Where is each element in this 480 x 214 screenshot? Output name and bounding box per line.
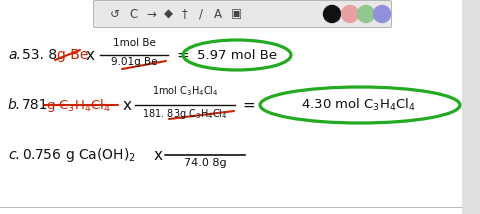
- Text: 1mol C$_3$H$_4$Cl$_4$: 1mol C$_3$H$_4$Cl$_4$: [152, 84, 218, 98]
- Text: †: †: [182, 7, 188, 21]
- Text: ▣: ▣: [230, 7, 241, 21]
- Text: ◆: ◆: [164, 7, 172, 21]
- Text: b.: b.: [8, 98, 21, 112]
- Text: 74.0 8g: 74.0 8g: [184, 158, 226, 168]
- Text: 781: 781: [22, 98, 48, 112]
- FancyBboxPatch shape: [94, 0, 392, 28]
- Text: 0.756 g Ca(OH)$_2$: 0.756 g Ca(OH)$_2$: [22, 146, 136, 164]
- Circle shape: [358, 6, 374, 22]
- Text: C: C: [129, 7, 137, 21]
- Text: 1mol Be: 1mol Be: [113, 38, 156, 48]
- Circle shape: [324, 6, 340, 22]
- Text: x: x: [123, 98, 132, 113]
- Text: 53. 8: 53. 8: [22, 48, 57, 62]
- Text: a.: a.: [8, 48, 21, 62]
- Text: ↺: ↺: [110, 7, 120, 21]
- Text: →: →: [146, 7, 156, 21]
- Text: 5.97 mol Be: 5.97 mol Be: [197, 49, 277, 61]
- Text: x: x: [154, 147, 163, 162]
- Text: g C$_3$H$_4$Cl$_4$: g C$_3$H$_4$Cl$_4$: [46, 97, 111, 113]
- Text: 181. 83g C$_3$H$_4$Cl$_4$: 181. 83g C$_3$H$_4$Cl$_4$: [142, 107, 228, 121]
- FancyBboxPatch shape: [462, 0, 480, 214]
- Text: g Be: g Be: [57, 48, 88, 62]
- Text: x: x: [86, 48, 95, 62]
- Circle shape: [341, 6, 359, 22]
- Circle shape: [373, 6, 391, 22]
- Text: /: /: [199, 7, 203, 21]
- Text: =: =: [176, 48, 189, 62]
- Text: 9.01g Be: 9.01g Be: [111, 57, 157, 67]
- Text: 4.30 mol C$_3$H$_4$Cl$_4$: 4.30 mol C$_3$H$_4$Cl$_4$: [300, 97, 416, 113]
- Text: A: A: [214, 7, 222, 21]
- Text: =: =: [242, 98, 255, 113]
- Text: c.: c.: [8, 148, 20, 162]
